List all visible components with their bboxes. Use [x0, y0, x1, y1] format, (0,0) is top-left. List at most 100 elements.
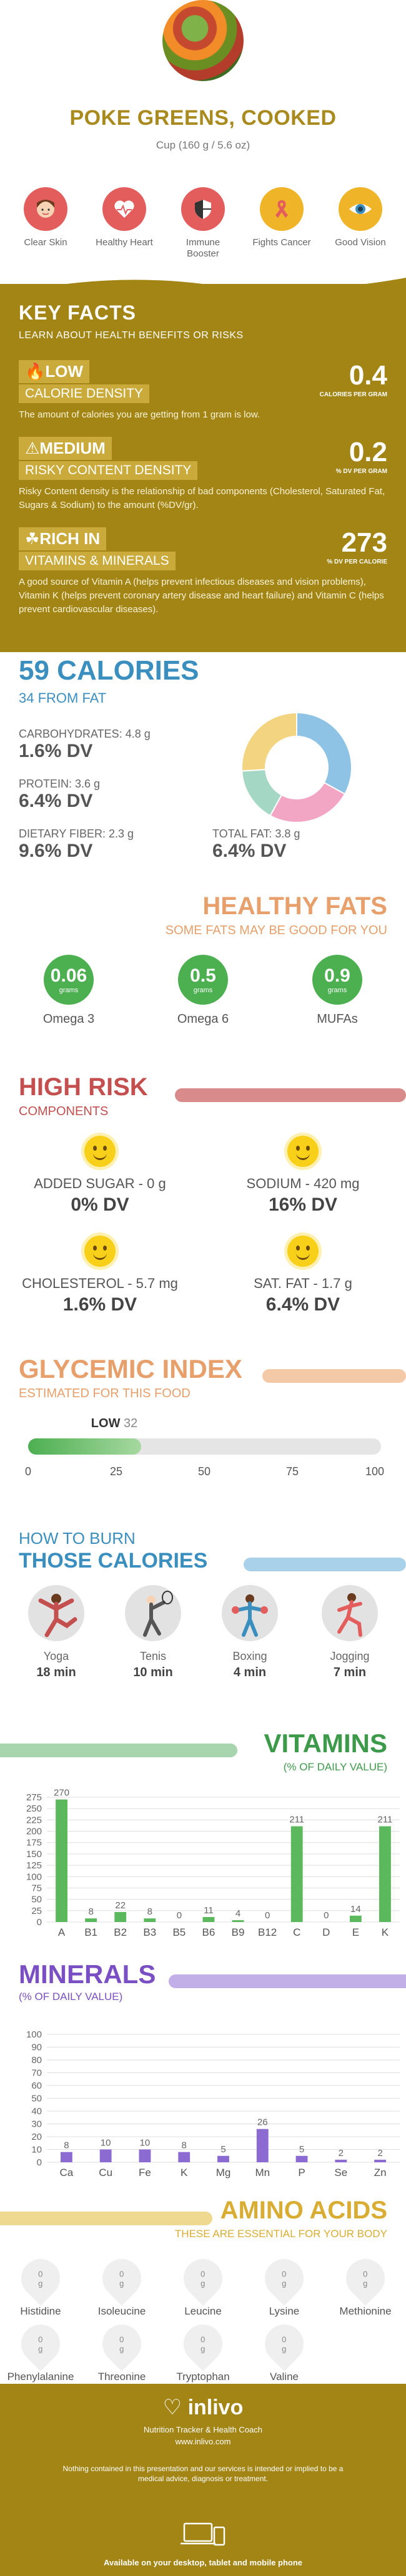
nutrient-dv: 6.4% DV: [212, 841, 287, 861]
activity-minutes: 10 min: [133, 1666, 173, 1679]
key-facts-subtitle: LEARN ABOUT HEALTH BENEFITS OR RISKS: [19, 330, 244, 341]
bar-value-label: 10: [101, 2138, 111, 2149]
fact-name: RISKY CONTENT DENSITY: [19, 461, 198, 480]
x-tick-label: Mn: [255, 2167, 270, 2178]
bar-value-label: 0: [265, 1910, 270, 1921]
bar-mn: [256, 2129, 269, 2162]
amino-name: Isoleucine: [97, 2305, 146, 2317]
nutrient-dietary-fiber: DIETARY FIBER: 2.3 g 9.6% DV: [19, 827, 134, 862]
x-tick-label: A: [58, 1926, 66, 1938]
glycemic-tick: 100: [365, 1465, 385, 1478]
benefit-fights-cancer: Fights Cancer: [250, 187, 313, 260]
bar-p: [295, 2155, 308, 2162]
eye-icon: [339, 187, 382, 231]
bar-a: [56, 1799, 67, 1922]
serving-size: Cup (160 g / 5.6 oz): [156, 139, 250, 151]
section-banner: [0, 2212, 212, 2225]
y-tick-label: 250: [26, 1803, 42, 1814]
bar-value-label: 211: [289, 1815, 304, 1825]
y-tick-label: 50: [31, 1895, 42, 1905]
bar-fe: [139, 2149, 151, 2162]
bar-ca: [60, 2152, 72, 2162]
flame-icon: 🔥: [25, 362, 46, 381]
key-facts-title: KEY FACTS: [19, 301, 136, 324]
fact-unit: % DV PER CALORIE: [327, 559, 387, 565]
vitamins-title: VITAMINS: [264, 1729, 387, 1758]
healthy-fats-title: HEALTHY FATS: [202, 892, 387, 920]
section-banner: [0, 1744, 237, 1757]
footer-url[interactable]: www.inlivo.com: [175, 2437, 231, 2446]
x-tick-label: Ca: [60, 2167, 74, 2178]
bar-c: [290, 1826, 303, 1922]
y-tick-label: 275: [26, 1792, 42, 1803]
y-tick-label: 225: [26, 1815, 42, 1825]
nutrient-total-fat: TOTAL FAT: 3.8 g 6.4% DV: [212, 827, 300, 862]
vitamins-subtitle: (% OF DAILY VALUE): [283, 1761, 387, 1773]
bar-b6: [202, 1917, 215, 1922]
bar-se: [335, 2159, 347, 2162]
x-tick-label: K: [181, 2167, 188, 2178]
minerals-bar-chart: 0 10 20 30 40 50 60 70 80 90 100 8 Ca 10 Cu 10 Fe 8 K 5 Mg 26…: [26, 2029, 400, 2178]
fat-value-badge: 0.5 grams: [178, 955, 228, 1005]
y-tick-label: 175: [26, 1838, 42, 1848]
x-tick-label: Mg: [216, 2167, 231, 2178]
activity-minutes: 18 min: [36, 1666, 76, 1679]
fact-unit: % DV PER GRAM: [335, 468, 387, 475]
activity-minutes: 7 min: [333, 1666, 367, 1679]
bar-zn: [374, 2159, 387, 2162]
x-tick-label: D: [322, 1926, 330, 1938]
glycemic-index-section: GLYCEMIC INDEX ESTIMATED FOR THIS FOOD L…: [0, 1348, 406, 1510]
fact-level: 🔥LOW: [19, 360, 90, 383]
risk-dv: 1.6% DV: [62, 1294, 137, 1315]
smiley-icon: [84, 1236, 116, 1267]
boxing-icon: [222, 1585, 278, 1641]
smiley-icon: [287, 1236, 319, 1267]
x-tick-label: Se: [334, 2167, 347, 2178]
y-tick-label: 0: [37, 1917, 42, 1928]
benefit-good-vision: Good Vision: [329, 187, 392, 260]
bar-value-label: 5: [220, 2144, 225, 2155]
bar-value-label: 8: [64, 2140, 69, 2151]
x-tick-label: B3: [143, 1926, 156, 1938]
vitamins-section: VITAMINS (% OF DAILY VALUE) 0 25 50 75 100 12…: [0, 1722, 406, 1947]
risk-dv: 6.4% DV: [265, 1294, 340, 1315]
section-banner: [244, 1558, 406, 1571]
bar-b2: [114, 1912, 127, 1922]
bar-e: [349, 1915, 362, 1922]
y-tick-label: 125: [26, 1860, 42, 1871]
amino-acids-subtitle: THESE ARE ESSENTIAL FOR YOUR BODY: [174, 2228, 387, 2240]
fact-level: ☘RICH IN: [19, 527, 107, 550]
amino-name: Methionine: [339, 2305, 392, 2317]
fact-risky-content: ⚠MEDIUM RISKY CONTENT DENSITY 0.2 % DV P…: [19, 437, 387, 512]
fat-mufas: 0.9 grams MUFAs: [300, 955, 375, 1027]
key-facts-section: KEY FACTS LEARN ABOUT HEALTH BENEFITS OR…: [0, 278, 406, 652]
bar-mg: [217, 2155, 229, 2162]
x-tick-label: C: [293, 1926, 300, 1938]
y-tick-label: 100: [26, 1871, 42, 1882]
healthy-fats-section: HEALTHY FATS SOME FATS MAY BE GOOD FOR Y…: [0, 886, 406, 1073]
nutrient-carbohydrates: CARBOHYDRATES: 4.8 g 1.6% DV: [19, 728, 151, 762]
high-risk-section: HIGH RISK COMPONENTS ADDED SUGAR - 0 g 0…: [0, 1067, 406, 1342]
x-tick-label: K: [382, 1926, 389, 1938]
macro-donut-chart: [241, 711, 352, 823]
footer-availability: Available on your desktop, tablet and mo…: [103, 2558, 303, 2567]
benefit-label: Clear Skin: [24, 237, 67, 248]
bar-value-label: 10: [140, 2138, 151, 2149]
bar-value-label: 2: [377, 2148, 382, 2159]
heart-icon: [102, 187, 146, 231]
x-tick-label: B6: [202, 1926, 215, 1938]
fact-calorie-density: 🔥LOW CALORIE DENSITY 0.4 CALORIES PER GR…: [19, 360, 387, 422]
amino-name: Valine: [270, 2371, 299, 2383]
fact-unit: CALORIES PER GRAM: [319, 391, 387, 398]
benefit-label: Immune Booster: [186, 237, 220, 259]
y-tick-label: 200: [26, 1827, 42, 1837]
